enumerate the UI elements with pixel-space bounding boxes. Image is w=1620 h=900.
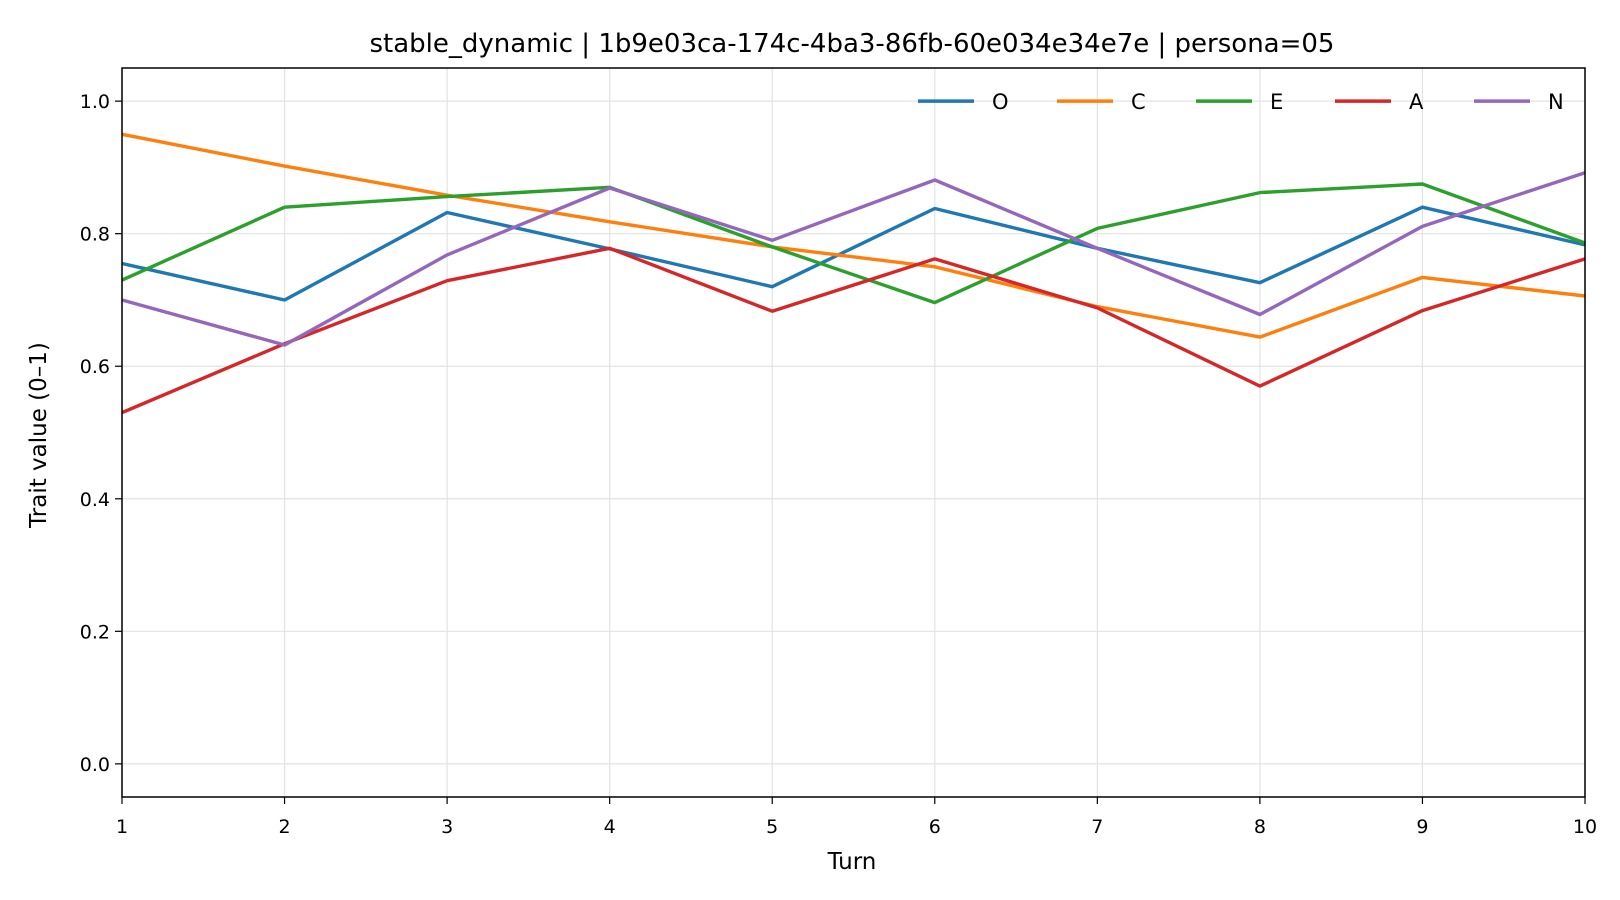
chart-title: stable_dynamic | 1b9e03ca-174c-4ba3-86fb… [370, 29, 1335, 59]
x-tick-label: 1 [116, 816, 128, 838]
series-line-E [121, 182, 1586, 305]
legend-label: E [1270, 90, 1283, 114]
legend-label: A [1409, 90, 1424, 114]
axis-ticks: 1 2 3 4 5 6 7 8 9 10 0.0 0.2 0.4 0.6 0.8 1.0 [80, 91, 1597, 838]
x-axis-label: Turn [827, 849, 877, 875]
y-tick-label: 0.4 [80, 489, 110, 511]
y-axis-label: Trait value (0–1) [26, 342, 52, 529]
series-line-A [121, 246, 1586, 415]
legend-item-A: A [1335, 90, 1424, 114]
y-tick-label: 1.0 [80, 91, 110, 113]
legend-item-E: E [1196, 90, 1283, 114]
legend-item-C: C [1057, 90, 1146, 114]
series-line-O [121, 205, 1586, 302]
x-tick-label: 10 [1573, 816, 1597, 838]
legend-item-O: O [918, 90, 1009, 114]
x-tick-label: 7 [1091, 816, 1103, 838]
y-tick-label: 0.2 [80, 621, 110, 643]
x-tick-label: 9 [1416, 816, 1428, 838]
legend-label: O [992, 90, 1009, 114]
x-tick-label: 3 [441, 816, 453, 838]
x-tick-label: 2 [279, 816, 291, 838]
series-lines [121, 132, 1586, 415]
legend-label: C [1131, 90, 1146, 114]
x-tick-label: 8 [1254, 816, 1266, 838]
y-tick-label: 0.6 [80, 356, 110, 378]
y-tick-label: 0.0 [80, 754, 110, 776]
x-tick-label: 4 [604, 816, 616, 838]
legend-item-N: N [1474, 90, 1564, 114]
grid-lines [121, 68, 1586, 797]
x-tick-label: 5 [766, 816, 778, 838]
plot-frame [121, 67, 1586, 798]
series-line-C [121, 132, 1586, 339]
x-tick-label: 6 [929, 816, 941, 838]
y-tick-label: 0.8 [80, 224, 110, 246]
series-line-N [121, 171, 1586, 347]
legend-label: N [1548, 90, 1564, 114]
